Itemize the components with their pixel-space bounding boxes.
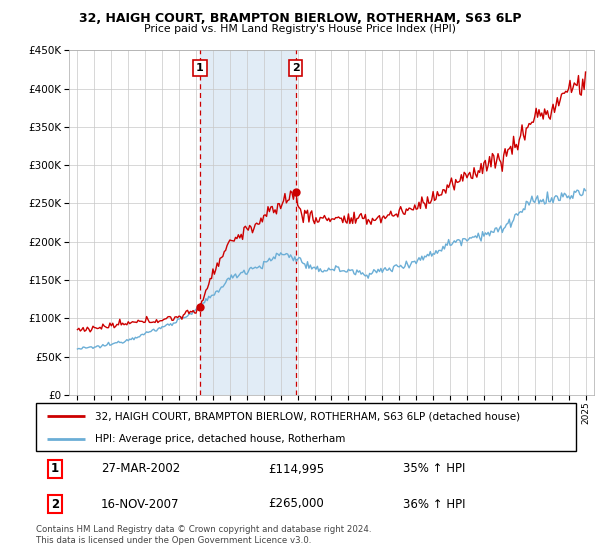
Text: 16-NOV-2007: 16-NOV-2007 — [101, 497, 179, 511]
Text: Contains HM Land Registry data © Crown copyright and database right 2024.
This d: Contains HM Land Registry data © Crown c… — [36, 525, 371, 545]
Text: Price paid vs. HM Land Registry's House Price Index (HPI): Price paid vs. HM Land Registry's House … — [144, 24, 456, 34]
Text: 1: 1 — [196, 63, 204, 73]
Text: 2: 2 — [292, 63, 299, 73]
Text: 32, HAIGH COURT, BRAMPTON BIERLOW, ROTHERHAM, S63 6LP (detached house): 32, HAIGH COURT, BRAMPTON BIERLOW, ROTHE… — [95, 411, 521, 421]
Text: 36% ↑ HPI: 36% ↑ HPI — [403, 497, 466, 511]
Text: 32, HAIGH COURT, BRAMPTON BIERLOW, ROTHERHAM, S63 6LP: 32, HAIGH COURT, BRAMPTON BIERLOW, ROTHE… — [79, 12, 521, 25]
Text: 27-MAR-2002: 27-MAR-2002 — [101, 463, 180, 475]
Text: £114,995: £114,995 — [268, 463, 325, 475]
Text: 35% ↑ HPI: 35% ↑ HPI — [403, 463, 466, 475]
Text: 1: 1 — [51, 463, 59, 475]
Text: £265,000: £265,000 — [268, 497, 324, 511]
Text: 2: 2 — [51, 497, 59, 511]
Bar — [200, 50, 296, 395]
Text: HPI: Average price, detached house, Rotherham: HPI: Average price, detached house, Roth… — [95, 434, 346, 444]
